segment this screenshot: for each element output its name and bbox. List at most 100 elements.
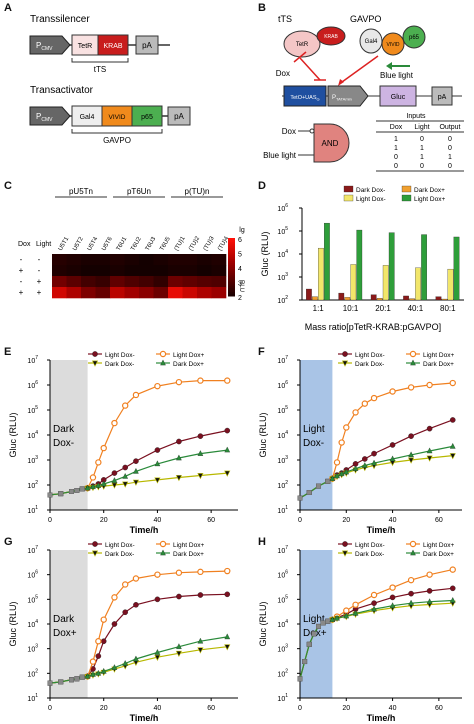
series-line xyxy=(49,449,228,496)
data-point xyxy=(121,581,129,588)
bar xyxy=(441,298,448,301)
data-point xyxy=(224,446,231,453)
data-point xyxy=(176,438,182,445)
dox-inhibit-line xyxy=(293,51,307,63)
colorbar-segment xyxy=(228,284,235,287)
bar xyxy=(338,292,345,301)
data-point xyxy=(74,676,80,682)
panel-label-g: G xyxy=(4,536,13,548)
tatamin-promoter-label: PTATAmin xyxy=(332,95,352,102)
pa-box-2 xyxy=(167,106,191,126)
heatmap-cell xyxy=(95,254,111,266)
heatmap-cell xyxy=(110,254,125,266)
legend-swatch xyxy=(401,194,412,202)
data-point xyxy=(409,540,417,548)
colorbar-segment xyxy=(228,290,235,293)
heatmap-row-dox: + xyxy=(19,288,24,297)
data-point xyxy=(352,609,359,616)
heatmap-row-dox: - xyxy=(20,277,23,286)
legend-label: Light Dox- xyxy=(105,352,135,359)
y-tick-exponent: 7 xyxy=(35,545,38,551)
data-point xyxy=(409,350,417,358)
teto-uas-box xyxy=(283,85,327,107)
y-tick-label: 103 xyxy=(27,644,38,654)
y-axis-label: Gluc (RLU) xyxy=(258,412,268,457)
y-tick-label: 105 xyxy=(277,594,288,604)
heatmap-cell xyxy=(95,276,111,288)
heatmap-cell xyxy=(81,254,96,266)
legend-label: Light Dox+ xyxy=(423,352,454,359)
shaded-region-label: Dark xyxy=(53,614,75,625)
y-tick-label: 101 xyxy=(277,693,288,703)
legend-label: Dark Dox- xyxy=(355,361,384,368)
data-point xyxy=(362,456,368,462)
truth-cell: 0 xyxy=(394,154,398,161)
y-tick-label: 104 xyxy=(27,430,38,440)
x-tick-label: 60 xyxy=(435,517,443,524)
shaded-region-label: Dark xyxy=(53,424,75,435)
pa-label-1: pA xyxy=(142,41,152,50)
heatmap-cell xyxy=(124,276,140,288)
colorbar-segment xyxy=(228,255,235,258)
data-point xyxy=(132,479,140,486)
data-point xyxy=(197,637,204,644)
colorbar-segment xyxy=(228,272,235,276)
y-tick-exponent: 5 xyxy=(35,405,38,411)
data-point xyxy=(197,473,204,480)
data-point xyxy=(316,623,321,629)
data-point xyxy=(175,378,183,386)
heatmap-cell xyxy=(52,265,67,277)
data-point xyxy=(154,460,161,467)
x-tick-label: 40 xyxy=(154,517,162,524)
y-tick-label: 107 xyxy=(277,355,288,365)
y-tick-label: 103 xyxy=(277,455,288,465)
bar xyxy=(447,268,454,301)
heatmap-group-label: pU5Tn xyxy=(69,187,93,196)
data-point xyxy=(197,377,204,384)
series-line xyxy=(49,636,228,684)
gal4-label: Gal4 xyxy=(80,114,95,121)
heatmap-cell xyxy=(197,287,212,299)
blue-light-label: Blue light xyxy=(380,71,414,80)
data-point xyxy=(224,427,231,434)
colorbar-segment xyxy=(228,292,235,295)
x-tick-label: 1:1 xyxy=(313,304,325,313)
data-point xyxy=(325,618,331,624)
bar xyxy=(435,296,442,301)
heatmap-cell xyxy=(52,287,67,299)
data-point xyxy=(334,614,340,621)
truth-row-1: 1 0 0 xyxy=(394,136,452,143)
x-tick-label: 40 xyxy=(389,517,397,524)
y-tick-exponent: 6 xyxy=(35,380,38,386)
data-point xyxy=(224,470,231,477)
bar xyxy=(421,234,427,301)
y-tick-label: 103 xyxy=(277,644,288,654)
colorbar-unit: RLU xyxy=(238,280,244,292)
x-axis-label: Time/h xyxy=(130,525,159,535)
pa-label-2: pA xyxy=(174,112,184,121)
heatmap-cell xyxy=(153,276,169,288)
data-point xyxy=(176,643,182,649)
legend-label: Dark Dox- xyxy=(105,551,134,558)
data-point xyxy=(224,633,231,640)
heatmap-cell xyxy=(211,287,227,299)
colorbar-tick-label: 4 xyxy=(238,266,242,273)
data-point xyxy=(408,590,414,597)
tts-title: tTS xyxy=(278,14,292,24)
heatmap-row-dox: - xyxy=(20,255,23,264)
bar xyxy=(318,247,324,301)
vivid-blob xyxy=(381,32,405,56)
gavpo-bracket xyxy=(71,129,163,134)
data-point xyxy=(133,602,139,608)
data-point xyxy=(122,473,129,479)
x-tick-label: 60 xyxy=(207,705,215,712)
colorbar-segment xyxy=(228,265,235,268)
colorbar-segment xyxy=(228,253,235,256)
heatmap-cell xyxy=(139,254,154,266)
colorbar-segment xyxy=(228,268,235,272)
bar xyxy=(376,298,383,301)
colorbar-segment xyxy=(228,270,235,274)
bar xyxy=(370,294,377,301)
y-tick-label: 107 xyxy=(277,545,288,555)
heatmap-cell xyxy=(153,254,169,266)
